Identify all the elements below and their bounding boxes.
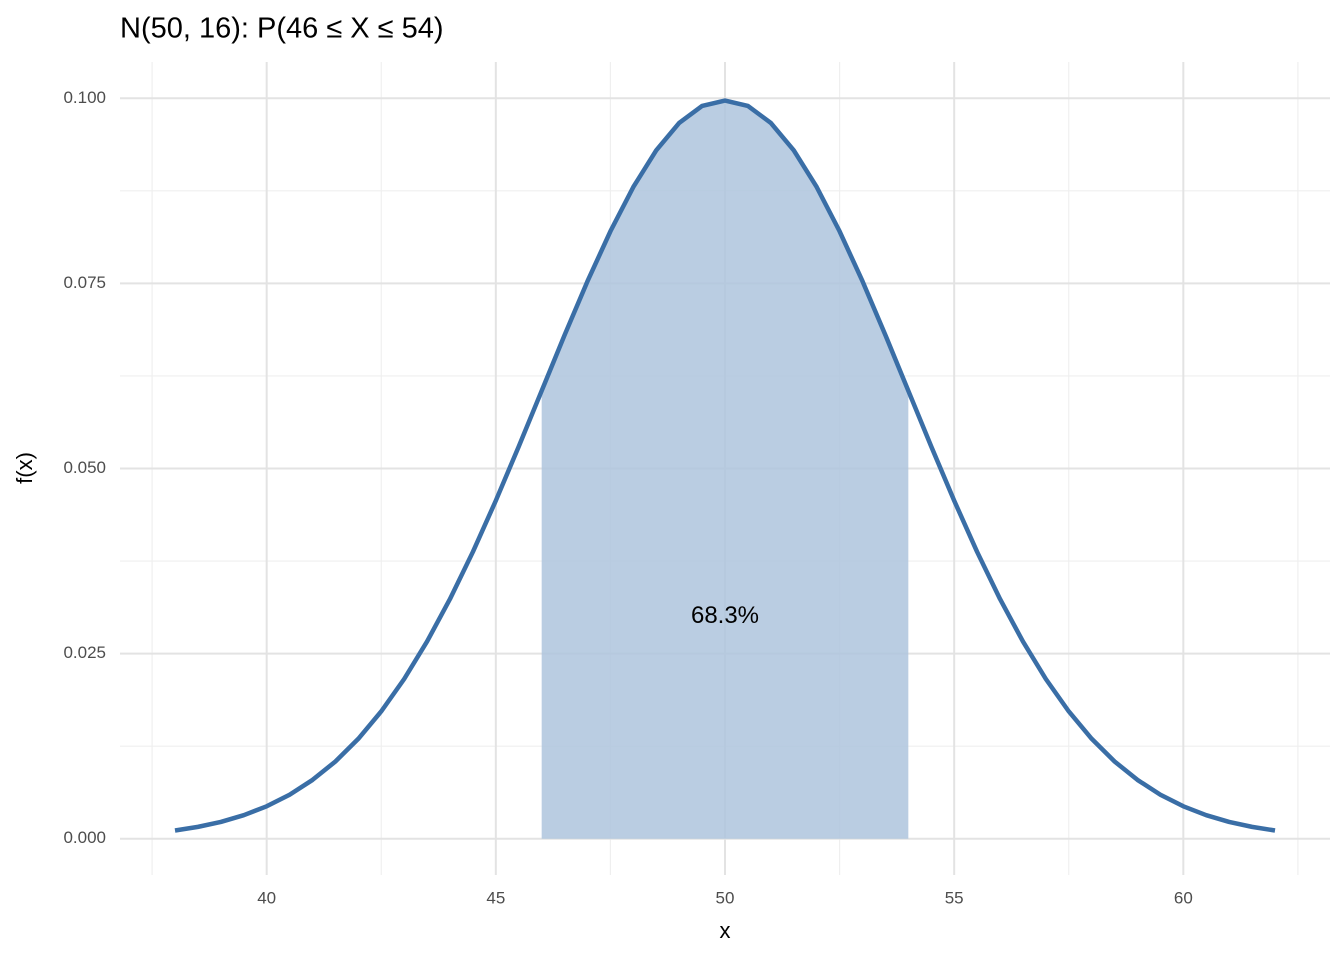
plot: 68.3% bbox=[174, 98, 1276, 839]
y-tick-label: 0.100 bbox=[63, 88, 106, 107]
shaded-area bbox=[541, 100, 909, 839]
x-tick-label: 40 bbox=[257, 888, 276, 907]
y-tick-label: 0.025 bbox=[63, 643, 106, 662]
x-tick-label: 55 bbox=[945, 888, 964, 907]
y-axis-title: f(x) bbox=[12, 452, 37, 484]
x-axis-title: x bbox=[720, 918, 731, 943]
chart-title: N(50, 16): P(46 ≤ X ≤ 54) bbox=[120, 13, 444, 45]
density-line bbox=[174, 98, 1276, 833]
y-tick-label: 0.000 bbox=[63, 828, 106, 847]
x-tick-label: 50 bbox=[716, 888, 735, 907]
x-tick-label: 45 bbox=[486, 888, 505, 907]
annotation: 68.3% bbox=[691, 602, 759, 629]
y-tick-label: 0.050 bbox=[63, 458, 106, 477]
x-tick-label: 60 bbox=[1174, 888, 1193, 907]
y-tick-label: 0.075 bbox=[63, 273, 106, 292]
